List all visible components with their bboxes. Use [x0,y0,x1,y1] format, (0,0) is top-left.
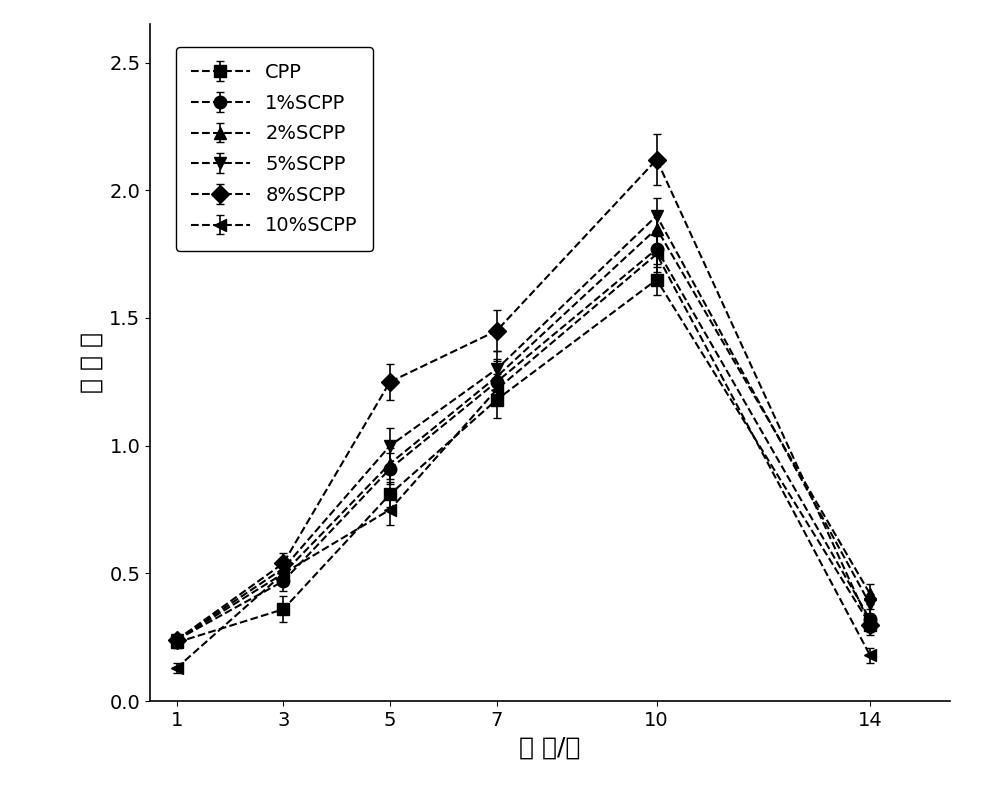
Y-axis label: 吸 光 度: 吸 光 度 [80,332,104,393]
Legend: CPP, 1%SCPP, 2%SCPP, 5%SCPP, 8%SCPP, 10%SCPP: CPP, 1%SCPP, 2%SCPP, 5%SCPP, 8%SCPP, 10%… [176,48,373,251]
X-axis label: 时 间/天: 时 间/天 [519,736,581,759]
